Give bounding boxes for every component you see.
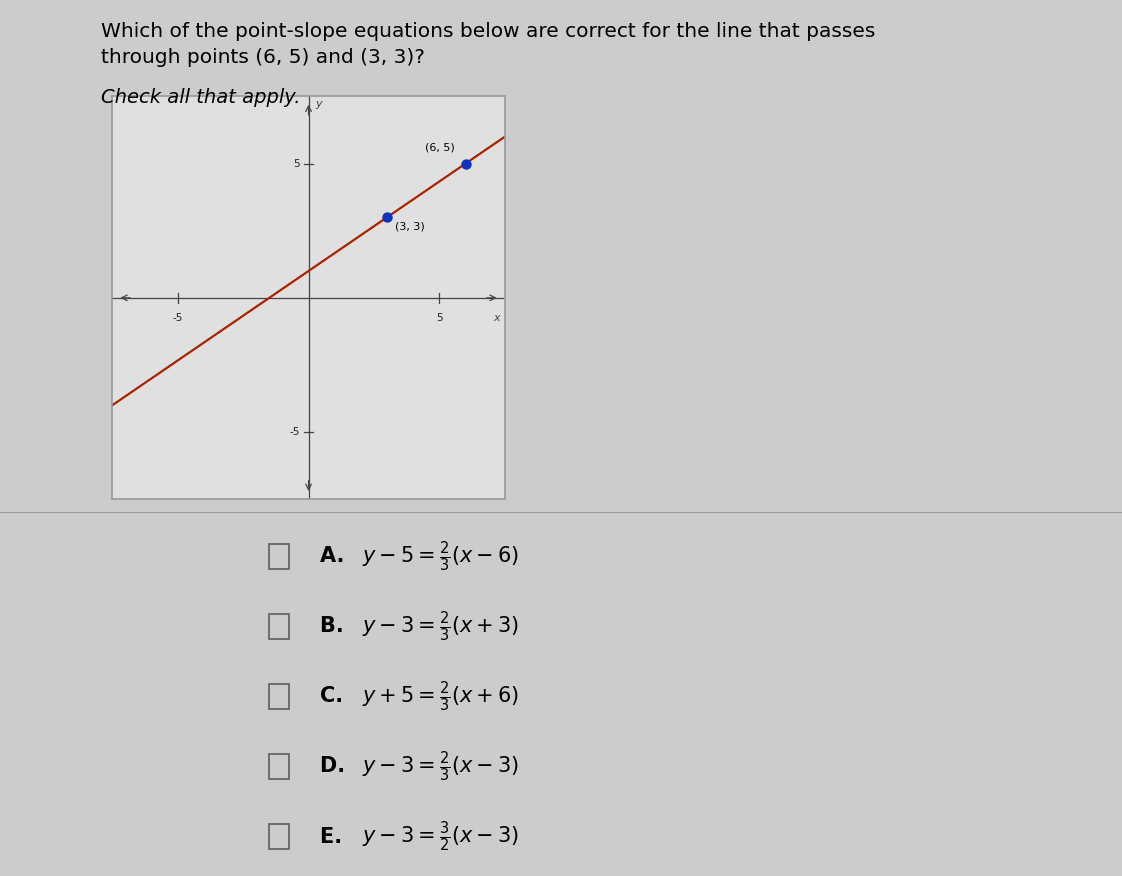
Text: B.: B.: [320, 617, 351, 636]
Text: $y+5=\frac{2}{3}(x+6)$: $y+5=\frac{2}{3}(x+6)$: [362, 679, 519, 714]
Text: A.: A.: [320, 547, 351, 566]
Text: 5: 5: [436, 313, 443, 322]
Text: (3, 3): (3, 3): [395, 222, 425, 231]
Text: $y-3=\frac{2}{3}(x+3)$: $y-3=\frac{2}{3}(x+3)$: [362, 609, 519, 644]
Text: through points (6, 5) and (3, 3)?: through points (6, 5) and (3, 3)?: [101, 48, 425, 67]
Text: D.: D.: [320, 757, 352, 776]
Text: $y-5=\frac{2}{3}(x-6)$: $y-5=\frac{2}{3}(x-6)$: [362, 539, 519, 574]
Text: $y-3=\frac{2}{3}(x-3)$: $y-3=\frac{2}{3}(x-3)$: [362, 749, 519, 784]
Text: (6, 5): (6, 5): [425, 143, 456, 152]
Text: E.: E.: [320, 827, 349, 846]
Text: 5: 5: [293, 159, 300, 168]
Text: Check all that apply.: Check all that apply.: [101, 88, 301, 107]
Text: -5: -5: [173, 313, 183, 322]
Text: C.: C.: [320, 687, 350, 706]
Text: Which of the point-slope equations below are correct for the line that passes: Which of the point-slope equations below…: [101, 22, 875, 41]
Text: y: y: [315, 99, 322, 110]
Text: x: x: [494, 313, 500, 322]
Text: $y-3=\frac{3}{2}(x-3)$: $y-3=\frac{3}{2}(x-3)$: [362, 819, 519, 854]
Text: -5: -5: [289, 427, 300, 437]
